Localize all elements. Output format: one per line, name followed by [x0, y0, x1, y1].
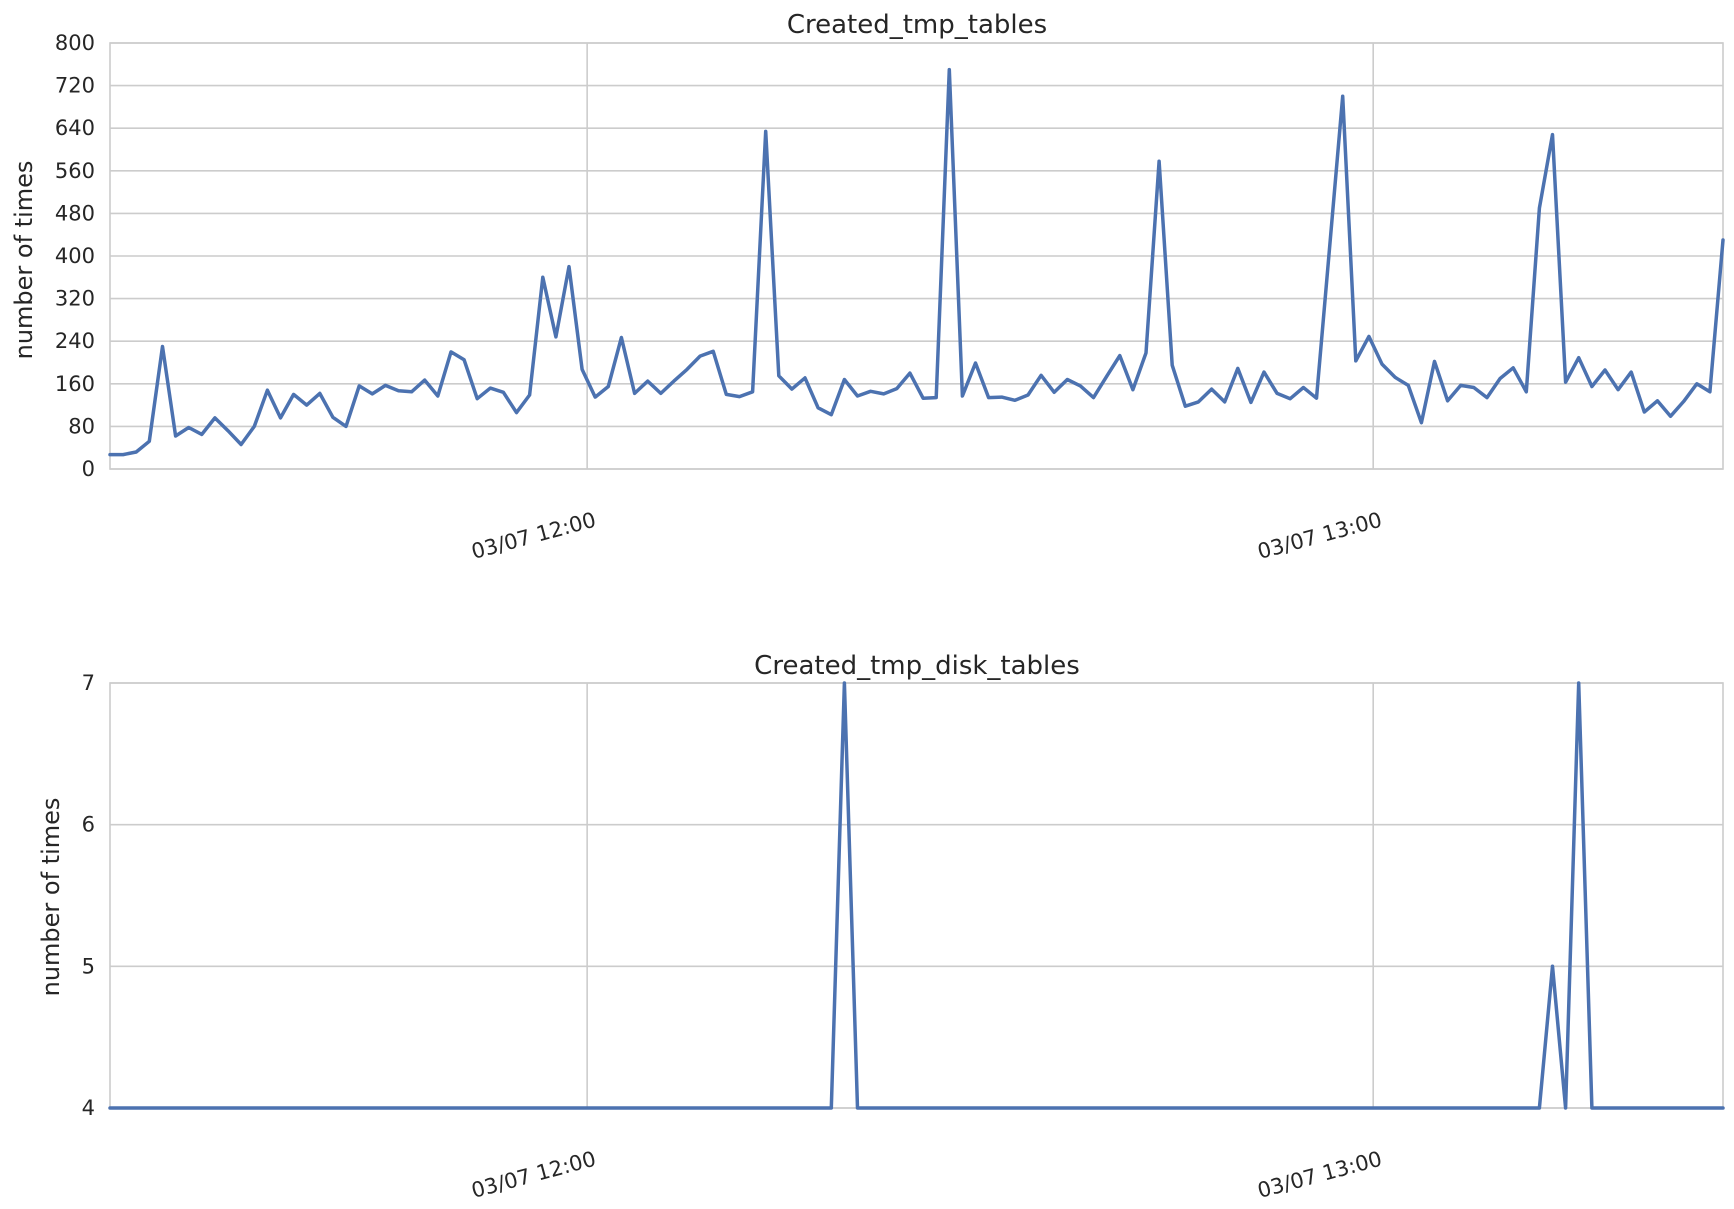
x-tick-label: 03/07 12:00	[469, 508, 599, 564]
y-axis-ticks: 4 5 6 7	[82, 671, 95, 1120]
y-tick-label: 5	[82, 954, 95, 978]
y-tick-label: 240	[55, 329, 95, 353]
y-tick-label: 6	[82, 813, 95, 837]
series-container	[108, 681, 1725, 1110]
chart-title: Created_tmp_disk_tables	[754, 651, 1080, 681]
y-tick-label: 560	[55, 159, 95, 183]
plot-area	[109, 682, 1724, 1109]
y-tick-label: 7	[82, 671, 95, 695]
x-axis-ticks: 03/07 12:00 03/07 13:00	[469, 508, 1385, 564]
series-container	[108, 67, 1725, 457]
x-axis-ticks: 03/07 12:00 03/07 13:00	[469, 1147, 1385, 1203]
chart-created-tmp-tables: Created_tmp_tables number of times 0 80 16…	[10, 10, 1725, 564]
series-line	[108, 67, 1725, 457]
chart-title: Created_tmp_tables	[787, 10, 1047, 40]
y-tick-label: 480	[55, 201, 95, 225]
y-tick-label: 160	[55, 372, 95, 396]
y-tick-label: 720	[55, 74, 95, 98]
x-tick-label: 03/07 12:00	[469, 1147, 599, 1203]
y-tick-label: 0	[82, 457, 95, 481]
y-axis-label: number of times	[10, 161, 38, 360]
y-axis-label: number of times	[37, 798, 65, 997]
y-tick-label: 400	[55, 244, 95, 268]
y-tick-label: 4	[82, 1096, 95, 1120]
y-tick-label: 800	[55, 31, 95, 55]
y-tick-label: 80	[68, 414, 95, 438]
y-tick-label: 640	[55, 116, 95, 140]
y-tick-label: 320	[55, 287, 95, 311]
x-tick-label: 03/07 13:00	[1255, 508, 1385, 564]
chart-created-tmp-disk-tables: Created_tmp_disk_tables number of times …	[37, 651, 1725, 1203]
x-tick-label: 03/07 13:00	[1255, 1147, 1385, 1203]
y-axis-ticks: 0 80 160 240 320 400 480 560 640 720 800	[55, 31, 95, 481]
gridlines	[110, 682, 1723, 1109]
series-line	[108, 681, 1725, 1110]
